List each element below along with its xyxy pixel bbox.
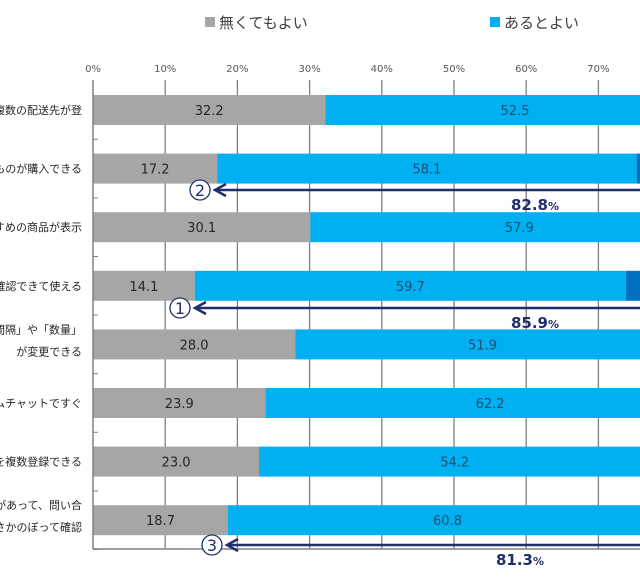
category-label: を複数登録できる [0,455,82,469]
data-label: 17.2 [141,163,170,178]
bar-dark-blue [636,153,640,184]
arrow-head-icon [192,300,207,316]
category-labels: 複数の配送先が登ものが購入できるすめの商品が表示確認できて使えるけ間隔」や「数量… [0,103,82,534]
annotation-value: 85.9% [511,314,559,332]
annotation-number: 82.8 [511,196,548,214]
data-label: 14.1 [129,280,158,295]
bar-light-blue [295,329,640,360]
arrow-head-icon [224,537,239,553]
bar-dark-blue [625,270,640,301]
data-label: 30.1 [187,221,216,236]
bar-gray [93,329,296,360]
axes: 0% 10% 20% 30% 40% 50% 60% 70% [85,64,640,550]
bar-light-blue [228,505,640,536]
annotations: 2 82.8% 1 85.9% 3 81.3% [169,179,640,569]
annotation-value: 82.8% [511,196,559,214]
bar-gray [93,153,218,184]
annotation-number: 85.9 [511,314,548,332]
legend-label-1: あるとよい [504,14,579,32]
data-label: 52.5 [501,104,530,119]
bar-light-blue [217,153,637,184]
bar-light-blue [310,212,640,243]
bar-light-blue [325,95,640,125]
x-tick-label: 70% [587,64,609,75]
category-label: け間隔」や「数量」 [0,323,82,336]
category-label: すめの商品が表示 [0,220,82,234]
bar-light-blue [259,446,640,477]
category-label: ものが購入できる [0,162,82,176]
marker-number: 1 [175,299,185,318]
bar-gray [93,446,260,477]
category-label: が変更できる [16,344,82,358]
data-label: 59.7 [396,280,425,295]
x-tick-label: 30% [298,64,320,75]
annotation-unit: % [533,555,544,568]
data-label: 54.2 [440,456,469,471]
x-tick-label: 10% [154,64,176,75]
data-label: 57.9 [505,221,534,236]
x-tick-label: 20% [226,64,248,75]
category-label: イムチャットですぐ [0,397,82,410]
legend-swatch-1 [490,17,500,27]
bar-gray [93,95,326,125]
bar-gray [93,505,229,536]
marker-number: 3 [207,536,217,555]
data-label: 32.2 [195,104,224,119]
annotation-unit: % [548,318,559,331]
category-label: 確認できて使える [0,279,82,293]
legend-swatch-0 [205,17,215,27]
marker-circle [201,534,223,556]
x-tick-label: 0% [85,64,101,75]
x-tick-label: 60% [515,64,537,75]
data-label: 60.8 [433,514,462,529]
bar-gray [93,388,266,418]
legend: 無くてもよいあるとよい絶対に欲しい [205,14,579,32]
x-tick-label: 50% [443,64,465,75]
marker-circle [169,297,191,319]
data-label: 51.9 [468,338,497,353]
category-label: があって、問い合 [0,498,82,512]
data-label: 28.0 [180,338,209,353]
bar-light-blue [265,388,640,418]
data-label: 58.1 [412,163,441,178]
bar-gray [93,212,311,243]
annotation-unit: % [548,200,559,213]
data-label: 23.0 [162,456,191,471]
arrow-head-icon [212,182,227,198]
marker-number: 2 [195,181,205,200]
legend-label-0: 無くてもよい [219,14,308,32]
data-label: 62.2 [476,397,505,412]
category-label: 複数の配送先が登 [0,103,82,117]
bar-gray [93,270,195,301]
data-label: 18.7 [146,514,175,529]
marker-circle [189,179,211,201]
annotation-number: 81.3 [496,551,533,569]
data-label: 23.9 [165,397,194,412]
x-tick-label: 40% [371,64,393,75]
bars: 32.2 52.5 17.2 58.1 30.1 57.9 14.1 59.7 28.0 51.9… [93,95,640,536]
annotation-value: 81.3% [496,551,544,569]
bar-light-blue [194,270,626,301]
category-label: さかのぼって確認 [0,520,82,534]
